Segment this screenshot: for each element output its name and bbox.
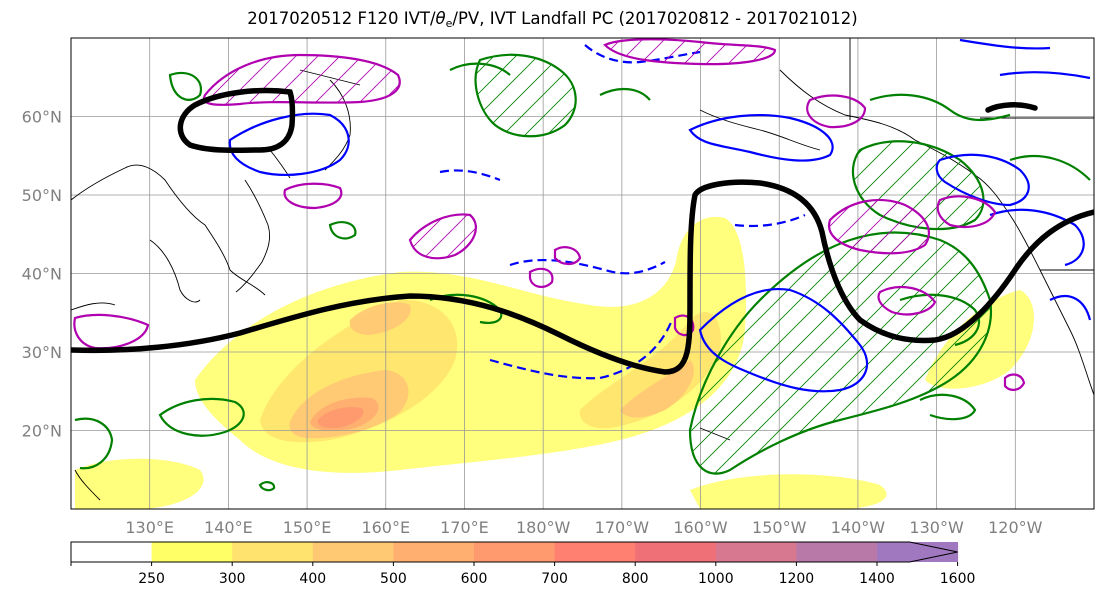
theta-e-contour-5 — [449, 62, 651, 101]
ivt-pc-contour-4 — [877, 285, 937, 316]
coast-nw-america — [1009, 214, 1094, 396]
colorbar-segment — [393, 542, 475, 562]
highlight-contour-north — [177, 87, 296, 154]
theta-e-contour-7 — [899, 293, 980, 347]
pv-contour-5 — [989, 208, 1085, 267]
highlight-contours — [71, 87, 1094, 375]
colorbar-segment — [312, 542, 394, 562]
ivt-band-400-c — [620, 360, 694, 418]
lon-tick-label: 160°E — [361, 518, 410, 537]
lon-tick-label: 170°E — [440, 518, 489, 537]
colorbar-tick-label: 300 — [219, 571, 246, 587]
ivt-pc-hatched-2 — [603, 38, 777, 66]
theta-e-contour-4 — [168, 71, 203, 101]
ivt-pc-contour-9 — [528, 267, 554, 288]
latitude-labels: 60°N 50°N 40°N 30°N 20°N — [22, 108, 62, 441]
ivt-pc-hatched-4 — [408, 213, 477, 260]
theta-e-contour-10 — [919, 393, 977, 421]
theta-e-contour-2 — [74, 417, 114, 470]
colorbar-tick-label: 1200 — [779, 571, 815, 587]
colorbar-segment — [474, 542, 556, 562]
chart-title: 2017020512 F120 IVT/θe/PV, IVT Landfall … — [247, 9, 858, 30]
lat-tick-label: 60°N — [22, 108, 62, 127]
colorbar-segment — [71, 542, 152, 562]
colorbar-segment — [796, 542, 878, 562]
colorbar-tick-label: 800 — [622, 571, 649, 587]
colorbar-tick-label: 500 — [380, 571, 407, 587]
theta-e-contour-1 — [158, 397, 245, 437]
ivt-band-250-b — [75, 458, 204, 509]
colorbar: 250 300 400 500 600 700 800 1000 1200 1400 1600 — [70, 541, 976, 587]
highlight-contour-nw-america — [985, 102, 1038, 113]
theta-e-contour-6 — [869, 93, 1091, 181]
theta-e-contour-3 — [328, 221, 357, 240]
colorbar-tick-label: 1600 — [940, 571, 976, 587]
colorbar-tick-label: 400 — [299, 571, 326, 587]
ivt-pc-contours — [73, 38, 1026, 391]
pv-dashed-1 — [509, 259, 666, 275]
pv-contour-4 — [935, 153, 1030, 207]
lon-tick-label: 130°W — [909, 518, 964, 537]
lon-tick-label: 140°W — [831, 518, 886, 537]
lon-tick-label: 150°W — [752, 518, 807, 537]
coast-asia — [71, 164, 266, 311]
colorbar-extend-arrow — [877, 542, 958, 562]
colorbar-tick-label: 1000 — [698, 571, 734, 587]
ivt-pc-contour-7 — [1003, 373, 1026, 391]
pv-contour-7 — [1049, 294, 1092, 321]
pv-dashed-5 — [734, 213, 806, 228]
colorbar-segment — [232, 542, 314, 562]
colorbar-segment — [554, 542, 636, 562]
colorbar-outline — [70, 541, 958, 563]
colorbar-segment — [151, 542, 233, 562]
colorbar-segment — [635, 542, 717, 562]
colorbar-segment — [715, 542, 797, 562]
theta-e-contour-9 — [258, 481, 276, 492]
ivt-pc-contour-2 — [806, 94, 867, 129]
lon-tick-label: 180°W — [516, 518, 571, 537]
lat-tick-label: 30°N — [22, 343, 62, 362]
lat-tick-label: 20°N — [22, 422, 62, 441]
lon-tick-label: 130°E — [125, 518, 174, 537]
ivt-pc-contour-5 — [73, 313, 150, 350]
theta-e-hatched-region-2 — [474, 53, 577, 138]
ivt-band-600 — [317, 407, 364, 429]
lon-tick-label: 160°W — [673, 518, 728, 537]
ivt-band-250-c — [690, 474, 887, 509]
ivt-pc-contour-6 — [553, 246, 582, 266]
lon-tick-label: 150°E — [283, 518, 332, 537]
pv-contour-6 — [959, 38, 1091, 80]
lon-tick-label: 140°E — [204, 518, 253, 537]
pv-dashed-2 — [489, 319, 674, 380]
map-frame — [70, 37, 1095, 510]
colorbar-tick-label: 1400 — [859, 571, 895, 587]
colorbar-tick-label: 600 — [461, 571, 488, 587]
longitude-labels: 130°E 140°E 150°E 160°E 170°E 180°W 170°W 160°W… — [125, 518, 1042, 537]
ivt-band-400-b — [349, 302, 411, 335]
map-area — [71, 38, 1094, 509]
lat-tick-label: 50°N — [22, 186, 62, 205]
ivt-shading — [75, 216, 1034, 509]
colorbar-tick-label: 700 — [541, 571, 568, 587]
pv-contour-1 — [698, 288, 869, 393]
pv-contour-3 — [688, 114, 834, 162]
colorbar-tick-label: 250 — [138, 571, 165, 587]
ivt-pc-contour-3 — [936, 195, 997, 229]
lon-tick-label: 120°W — [988, 518, 1043, 537]
pv-dashed-4 — [439, 169, 501, 182]
highlight-contour-main — [71, 179, 1094, 375]
ivt-pc-contour-8 — [673, 314, 695, 337]
ivt-pc-hatched-3 — [827, 198, 931, 255]
coast-alaska — [699, 69, 1011, 216]
lon-tick-label: 170°W — [595, 518, 650, 537]
ivt-pc-contour-1 — [283, 182, 343, 210]
lat-tick-label: 40°N — [22, 265, 62, 284]
